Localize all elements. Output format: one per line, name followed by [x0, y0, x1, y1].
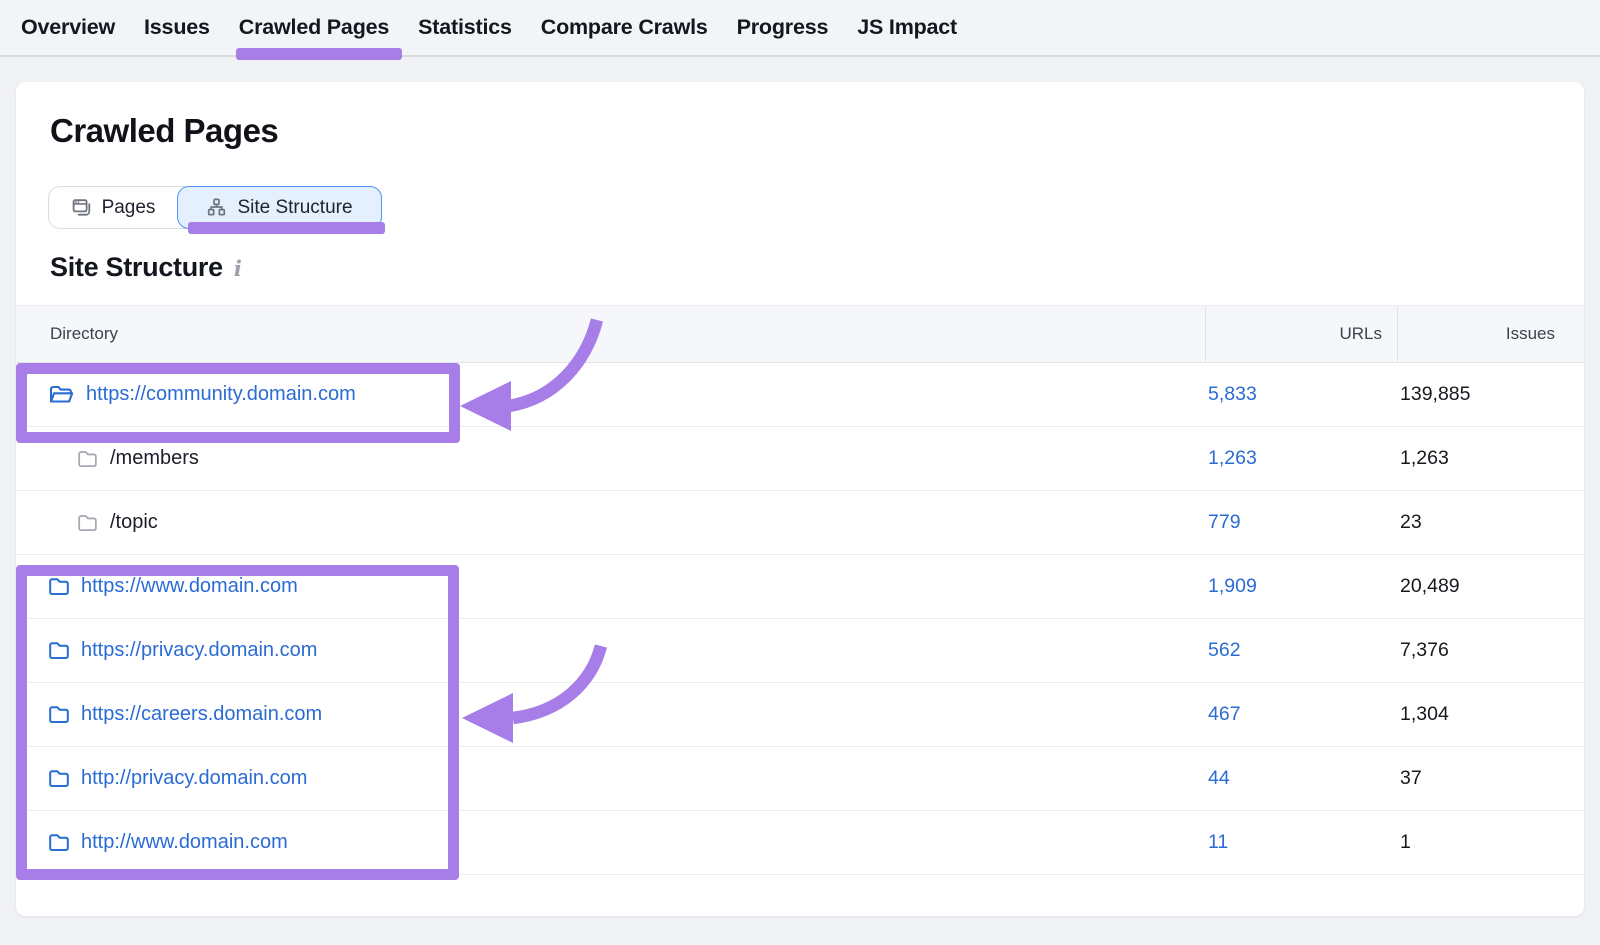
directory-cell: https://careers.domain.com — [16, 683, 1205, 746]
table-body: https://community.domain.com 5,833 139,885… — [16, 363, 1584, 875]
urls-cell: 562 — [1205, 619, 1397, 682]
issues-count: 23 — [1400, 511, 1422, 533]
table-row: https://community.domain.com 5,833 139,885 — [16, 363, 1584, 427]
directory-link[interactable]: http://privacy.domain.com — [81, 767, 308, 789]
tab-overview[interactable]: Overview — [21, 15, 116, 39]
urls-cell: 5,833 — [1205, 363, 1397, 426]
site-structure-toggle-button[interactable]: Site Structure — [177, 186, 382, 229]
table-row: https://privacy.domain.com 562 7,376 — [16, 619, 1584, 683]
urls-cell: 1,263 — [1205, 427, 1397, 490]
site-structure-toggle-label: Site Structure — [237, 196, 353, 218]
closed-folder-icon — [49, 834, 69, 851]
directory-link[interactable]: https://www.domain.com — [81, 575, 298, 597]
issues-count: 1 — [1400, 831, 1411, 853]
urls-cell: 1,909 — [1205, 555, 1397, 618]
closed-folder-icon — [49, 706, 69, 723]
directory-link[interactable]: https://privacy.domain.com — [81, 639, 318, 661]
column-header-issues: Issues — [1397, 306, 1584, 362]
directory-label: /members — [110, 447, 199, 469]
top-navigation: Overview Issues Crawled Pages Statistics Com… — [0, 0, 1600, 60]
closed-folder-icon — [49, 578, 69, 595]
urls-count-link[interactable]: 5,833 — [1208, 383, 1257, 405]
directory-cell: https://community.domain.com — [16, 363, 1205, 426]
table-row: http://www.domain.com 11 1 — [16, 811, 1584, 875]
closed-folder-icon — [49, 642, 69, 659]
issues-count: 7,376 — [1400, 639, 1449, 661]
urls-count-link[interactable]: 467 — [1208, 703, 1241, 725]
closed-folder-icon — [78, 514, 97, 531]
directory-link[interactable]: http://www.domain.com — [81, 831, 288, 853]
urls-count-link[interactable]: 562 — [1208, 639, 1241, 661]
directory-cell: https://privacy.domain.com — [16, 619, 1205, 682]
crawled-pages-card: Crawled Pages Pages Si — [16, 82, 1584, 916]
issues-count: 20,489 — [1400, 575, 1460, 597]
table-row: https://careers.domain.com 467 1,304 — [16, 683, 1584, 747]
open-folder-icon — [49, 385, 74, 403]
urls-cell: 44 — [1205, 747, 1397, 810]
urls-count-link[interactable]: 11 — [1208, 831, 1229, 853]
directory-cell: /members — [16, 427, 1205, 490]
view-toggle: Pages Site Structure — [48, 186, 382, 229]
issues-count: 37 — [1400, 767, 1422, 789]
directory-cell: http://privacy.domain.com — [16, 747, 1205, 810]
urls-count-link[interactable]: 779 — [1208, 511, 1241, 533]
tab-compare-crawls[interactable]: Compare Crawls — [540, 15, 708, 39]
issues-count: 139,885 — [1400, 383, 1471, 405]
urls-count-link[interactable]: 1,909 — [1208, 575, 1257, 597]
pages-toggle-label: Pages — [101, 196, 156, 218]
urls-cell: 779 — [1205, 491, 1397, 554]
issues-count: 1,263 — [1400, 447, 1449, 469]
page-title: Crawled Pages — [50, 112, 279, 149]
tab-statistics[interactable]: Statistics — [418, 15, 512, 39]
section-title: Site Structure — [50, 252, 223, 282]
closed-folder-icon — [49, 770, 69, 787]
table-header: Directory URLs Issues — [16, 305, 1584, 363]
pages-toggle-button[interactable]: Pages — [49, 187, 177, 228]
section-header: Site Structure i — [50, 252, 242, 283]
annotation-underline-site-structure — [188, 222, 385, 234]
pages-icon — [72, 199, 90, 216]
directory-link[interactable]: https://community.domain.com — [86, 383, 356, 405]
urls-cell: 11 — [1205, 811, 1397, 874]
directory-cell: http://www.domain.com — [16, 811, 1205, 874]
urls-count-link[interactable]: 1,263 — [1208, 447, 1257, 469]
tab-js-impact[interactable]: JS Impact — [857, 15, 958, 39]
column-header-directory: Directory — [50, 324, 119, 343]
issues-count: 1,304 — [1400, 703, 1449, 725]
column-header-urls: URLs — [1205, 306, 1397, 362]
site-structure-table: Directory URLs Issues https://community.… — [16, 305, 1584, 875]
directory-link[interactable]: https://careers.domain.com — [81, 703, 323, 725]
site-structure-icon — [208, 198, 226, 216]
table-row: http://privacy.domain.com 44 37 — [16, 747, 1584, 811]
table-row: https://www.domain.com 1,909 20,489 — [16, 555, 1584, 619]
tab-crawled-pages[interactable]: Crawled Pages — [235, 0, 403, 60]
closed-folder-icon — [78, 450, 97, 467]
directory-label: /topic — [110, 511, 158, 533]
urls-count-link[interactable]: 44 — [1208, 767, 1230, 789]
directory-cell: https://www.domain.com — [16, 555, 1205, 618]
tab-progress[interactable]: Progress — [736, 15, 829, 39]
tab-issues[interactable]: Issues — [144, 15, 210, 39]
directory-cell: /topic — [16, 491, 1205, 554]
table-row: /topic 779 23 — [16, 491, 1584, 555]
info-icon[interactable]: i — [233, 256, 242, 281]
table-row: /members 1,263 1,263 — [16, 427, 1584, 491]
nav-tabs: Overview Issues Crawled Pages Statistics Com… — [0, 0, 1600, 60]
urls-cell: 467 — [1205, 683, 1397, 746]
